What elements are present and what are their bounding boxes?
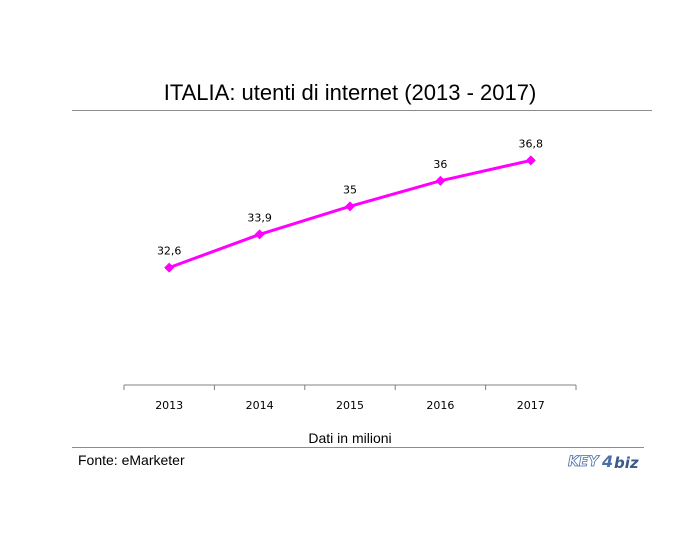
data-label: 35 [343, 183, 357, 196]
title-divider [72, 110, 652, 111]
footer-divider [72, 447, 644, 448]
x-tick-label: 2016 [426, 399, 454, 412]
x-tick-label: 2017 [517, 399, 545, 412]
x-axis-title: Dati in milioni [308, 430, 392, 446]
x-tick-label: 2014 [246, 399, 274, 412]
data-label: 36,8 [519, 137, 544, 150]
chart-title: ITALIA: utenti di internet (2013 - 2017) [163, 80, 537, 105]
key4biz-logo: KEY 4 biz [568, 452, 639, 472]
data-point-marker [345, 201, 355, 212]
source-note: Fonte: eMarketer [78, 452, 185, 468]
line-chart: 2013 2014 2015 2016 2017 32,6 33,9 35 36 36,8 [123, 137, 577, 412]
logo-text-left: KEY [568, 454, 600, 470]
logo-text-right: biz [614, 454, 639, 472]
data-label: 33,9 [247, 211, 272, 224]
data-point-marker [254, 229, 265, 240]
data-label: 36 [433, 158, 447, 171]
data-point-marker [525, 155, 536, 166]
x-tick-label: 2015 [336, 399, 364, 412]
logo-mark-icon: 4 [601, 452, 613, 471]
data-point-marker [435, 175, 446, 186]
data-label: 32,6 [157, 245, 182, 258]
series-line [168, 158, 532, 270]
data-point-marker [164, 262, 175, 273]
x-tick-label: 2013 [155, 399, 183, 412]
